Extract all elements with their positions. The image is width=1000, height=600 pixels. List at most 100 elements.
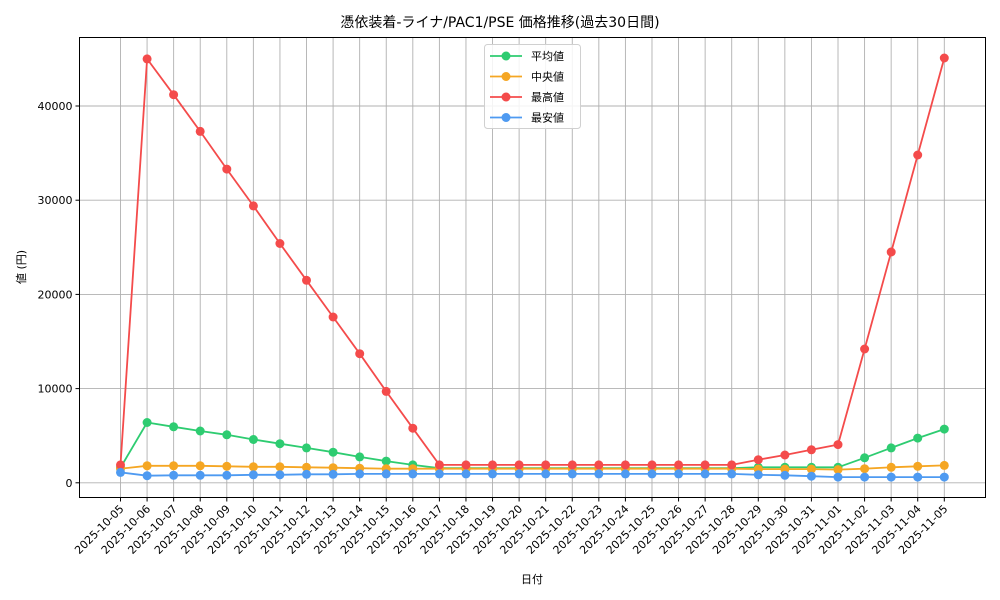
- data-point-marker[interactable]: [142, 461, 152, 471]
- data-point-marker[interactable]: [700, 460, 710, 470]
- data-point-marker[interactable]: [302, 469, 311, 479]
- data-point-marker[interactable]: [222, 164, 232, 174]
- data-point-marker[interactable]: [806, 445, 816, 455]
- data-point-marker[interactable]: [275, 239, 285, 248]
- data-point-marker[interactable]: [913, 150, 923, 160]
- data-point-marker[interactable]: [381, 386, 391, 396]
- data-point-marker[interactable]: [434, 460, 444, 470]
- data-point-marker[interactable]: [860, 464, 870, 474]
- data-point-marker[interactable]: [408, 423, 418, 433]
- data-point-marker[interactable]: [886, 247, 896, 257]
- data-point-marker[interactable]: [116, 460, 125, 470]
- data-point-marker[interactable]: [939, 424, 949, 434]
- data-point-marker[interactable]: [939, 53, 949, 63]
- data-point-marker[interactable]: [195, 426, 205, 436]
- data-point-marker[interactable]: [780, 464, 790, 474]
- series-最安値: [116, 467, 949, 482]
- data-point-marker[interactable]: [381, 469, 391, 479]
- data-point-marker[interactable]: [541, 460, 551, 470]
- data-point-marker[interactable]: [541, 469, 551, 479]
- data-point-marker[interactable]: [195, 470, 205, 480]
- data-point-marker[interactable]: [328, 469, 338, 479]
- data-point-marker[interactable]: [674, 469, 684, 479]
- data-point-marker[interactable]: [886, 472, 896, 482]
- data-point-marker[interactable]: [275, 470, 285, 480]
- data-point-marker[interactable]: [620, 469, 630, 479]
- data-point-marker[interactable]: [833, 440, 843, 450]
- data-point-marker[interactable]: [753, 470, 763, 480]
- data-point-marker[interactable]: [142, 471, 152, 481]
- data-point-marker[interactable]: [169, 422, 179, 432]
- data-point-marker[interactable]: [674, 460, 684, 470]
- data-point-marker[interactable]: [302, 275, 311, 285]
- data-point-marker[interactable]: [727, 469, 737, 479]
- data-point-marker[interactable]: [195, 461, 205, 471]
- data-point-marker[interactable]: [886, 462, 896, 472]
- data-point-marker[interactable]: [647, 469, 657, 479]
- data-point-marker[interactable]: [169, 470, 179, 480]
- series-line: [119, 421, 945, 470]
- data-point-marker[interactable]: [780, 470, 790, 480]
- data-point-marker[interactable]: [222, 430, 232, 440]
- data-point-marker[interactable]: [195, 126, 205, 136]
- data-point-marker[interactable]: [248, 470, 258, 480]
- data-point-marker[interactable]: [488, 469, 497, 479]
- data-point-marker[interactable]: [381, 456, 391, 466]
- data-point-marker[interactable]: [248, 201, 258, 211]
- data-point-marker[interactable]: [408, 469, 418, 479]
- data-point-marker[interactable]: [806, 464, 816, 474]
- data-point-marker[interactable]: [488, 460, 497, 470]
- data-point-marker[interactable]: [594, 469, 604, 479]
- data-point-marker[interactable]: [248, 462, 258, 472]
- data-point-marker[interactable]: [753, 455, 763, 465]
- data-point-marker[interactable]: [886, 443, 896, 453]
- data-point-marker[interactable]: [939, 460, 949, 470]
- data-point-marker[interactable]: [700, 469, 710, 479]
- data-point-marker[interactable]: [913, 433, 923, 443]
- data-point-marker[interactable]: [328, 463, 338, 473]
- data-point-marker[interactable]: [355, 349, 365, 359]
- data-point-marker[interactable]: [913, 461, 923, 471]
- data-point-marker[interactable]: [302, 443, 311, 453]
- data-point-marker[interactable]: [142, 54, 152, 64]
- data-point-marker[interactable]: [806, 471, 816, 481]
- data-point-marker[interactable]: [727, 460, 737, 470]
- y-tick-label: 10000: [38, 383, 73, 396]
- data-point-marker[interactable]: [647, 460, 657, 470]
- data-point-marker[interactable]: [461, 469, 471, 479]
- data-point-marker[interactable]: [434, 469, 444, 479]
- data-point-marker[interactable]: [833, 472, 843, 482]
- data-point-marker[interactable]: [620, 460, 630, 470]
- chart-title: 憑依装着-ライナ/PAC1/PSE 価格推移(過去30日間): [340, 15, 659, 31]
- data-point-marker[interactable]: [567, 469, 577, 479]
- data-point-marker[interactable]: [275, 462, 285, 472]
- data-point-marker[interactable]: [328, 312, 338, 322]
- data-point-marker[interactable]: [248, 435, 258, 444]
- data-point-marker[interactable]: [302, 462, 311, 472]
- x-axis-ticks: 2025-10-052025-10-062025-10-072025-10-08…: [72, 497, 950, 557]
- data-point-marker[interactable]: [514, 460, 524, 470]
- data-point-marker[interactable]: [355, 452, 365, 462]
- data-point-marker[interactable]: [913, 472, 923, 482]
- data-point-marker[interactable]: [355, 469, 365, 479]
- data-point-marker[interactable]: [116, 467, 125, 477]
- data-point-marker[interactable]: [222, 461, 232, 471]
- data-point-marker[interactable]: [860, 472, 870, 482]
- data-point-marker[interactable]: [275, 439, 285, 449]
- data-point-marker[interactable]: [461, 460, 471, 470]
- data-point-marker[interactable]: [594, 460, 604, 470]
- legend-item: 最安値: [490, 111, 564, 125]
- data-point-marker[interactable]: [567, 460, 577, 470]
- data-point-marker[interactable]: [328, 447, 338, 457]
- data-point-marker[interactable]: [780, 450, 790, 460]
- data-point-marker[interactable]: [939, 472, 949, 482]
- data-point-marker[interactable]: [860, 453, 870, 463]
- legend-item: 平均値: [490, 50, 564, 63]
- data-point-marker[interactable]: [222, 470, 232, 480]
- data-point-marker[interactable]: [833, 465, 843, 475]
- data-point-marker[interactable]: [142, 418, 152, 427]
- data-point-marker[interactable]: [169, 90, 179, 100]
- data-point-marker[interactable]: [860, 344, 870, 354]
- data-point-marker[interactable]: [514, 469, 524, 479]
- data-point-marker[interactable]: [169, 461, 179, 471]
